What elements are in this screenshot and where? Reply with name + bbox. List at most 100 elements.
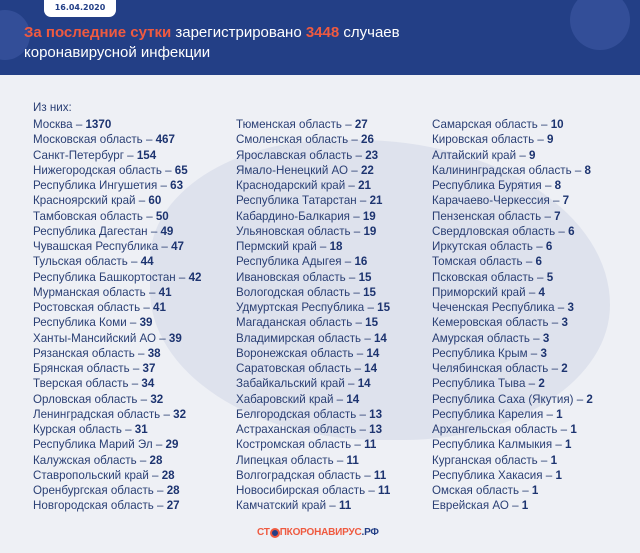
region-count: 14 [346, 392, 360, 406]
region-name: Республика Марий Эл [33, 438, 153, 452]
region-row: Приморский край – 4 [432, 285, 545, 299]
region-name: Чеченская Республика [432, 301, 555, 314]
region-row: Липецкая область – 11 [236, 453, 359, 467]
region-count: 1 [565, 438, 572, 452]
russia-map-background [150, 140, 610, 440]
region-name: Воронежская область [236, 346, 354, 360]
region-row: Ульяновская область – 19 [236, 224, 377, 238]
region-column-3: Самарская область – 10 Кировская область … [432, 117, 593, 514]
region-row: Ленинградская область – 32 [33, 407, 187, 421]
region-row: Республика Калмыкия – 1 [432, 438, 572, 452]
region-row: Республика Башкортостан – 42 [33, 270, 202, 284]
region-row: Ярославская область – 23 [236, 148, 379, 162]
region-name: Мурманская область [33, 285, 146, 299]
region-name: Забайкальский край [236, 377, 345, 391]
region-count: 21 [358, 179, 371, 192]
region-count: 42 [188, 270, 202, 284]
region-row: Новгородская область – 27 [33, 499, 180, 513]
region-row: Пензенская область – 7 [432, 209, 561, 223]
region-name: Смоленская область [236, 133, 349, 147]
region-row: Белгородская область – 13 [236, 407, 383, 421]
region-count: 32 [173, 407, 187, 421]
region-name: Ставропольский край [33, 468, 149, 482]
region-row: Калининградская область – 8 [432, 163, 591, 177]
region-name: Волгоградская область [236, 468, 362, 482]
region-count: 3 [561, 316, 568, 330]
region-row: Республика Ингушетия – 63 [33, 179, 184, 192]
region-count: 154 [136, 148, 157, 162]
region-row: Красноярский край – 60 [33, 194, 162, 208]
virus-decoration [570, 0, 630, 50]
region-count: 41 [153, 301, 166, 314]
region-row: Ханты-Мансийский АО – 39 [33, 331, 182, 345]
region-name: Камчатский край [236, 499, 327, 513]
region-count: 14 [366, 346, 380, 360]
region-count: 1 [570, 423, 577, 436]
region-row: Омская область – 1 [432, 484, 539, 497]
region-count: 19 [363, 224, 377, 238]
region-row: Кабардино-Балкария – 19 [236, 209, 376, 223]
region-name: Оренбургская область [33, 484, 154, 497]
region-row: Архангельская область – 1 [432, 423, 577, 436]
region-count: 14 [364, 362, 378, 375]
region-count: 1 [550, 453, 558, 467]
region-name: Липецкая область [236, 453, 334, 467]
region-count: 28 [161, 468, 175, 482]
region-column-1: Москва – 1370 Московская область – 467 Сан… [33, 117, 201, 514]
region-row: Тверская область – 34 [33, 377, 155, 391]
region-count: 14 [357, 377, 371, 391]
region-count: 28 [166, 484, 180, 497]
region-name: Республика Адыгея [236, 255, 342, 269]
region-name: Ростовская область [33, 301, 141, 314]
region-name: Республика Бурятия [432, 179, 542, 192]
region-name: Алтайский край [432, 148, 517, 162]
region-row: Ивановская область – 15 [236, 270, 372, 284]
intro-label: Из них: [33, 101, 72, 114]
region-name: Магаданская область [236, 316, 353, 330]
region-row: Владимирская область – 14 [236, 331, 387, 345]
region-row: Тюменская область – 27 [236, 118, 368, 131]
total-cases: 3448 [305, 24, 340, 41]
header-banner: 16.04.2020 10:45 За последние сутки заре… [0, 0, 640, 75]
region-name: Ярославская область [236, 148, 353, 162]
region-row: Удмуртская Республика – 15 [236, 301, 391, 314]
region-column-2: Тюменская область – 27 Смоленская область… [236, 117, 390, 514]
region-name: Республика Татарстан [236, 194, 357, 208]
region-name: Костромская область [236, 438, 352, 452]
region-count: 11 [378, 484, 391, 497]
region-row: Воронежская область – 14 [236, 346, 380, 360]
region-row: Карачаево-Черкессия – 7 [432, 194, 570, 208]
region-row: Рязанская область – 38 [33, 346, 161, 360]
region-row: Иркутская область – 6 [432, 240, 553, 253]
region-name: Республика Карелия [432, 407, 544, 421]
region-count: 18 [329, 240, 343, 253]
region-row: Курганская область – 1 [432, 453, 558, 467]
region-name: Рязанская область [33, 346, 135, 360]
region-count: 2 [538, 377, 545, 391]
region-row: Вологодская область – 15 [236, 285, 376, 299]
region-name: Республика Башкортостан [33, 270, 176, 284]
region-count: 21 [369, 194, 383, 208]
region-count: 467 [155, 133, 175, 147]
region-count: 3 [542, 331, 550, 345]
region-row: Республика Крым – 3 [432, 346, 547, 360]
region-count: 13 [369, 423, 383, 436]
region-name: Томская область [432, 255, 523, 269]
region-count: 4 [538, 285, 545, 299]
region-row: Республика Бурятия – 8 [432, 179, 562, 192]
region-name: Ханты-Мансийский АО [33, 331, 157, 345]
region-row: Пермский край – 18 [236, 240, 343, 253]
region-row: Хабаровский край – 14 [236, 392, 360, 406]
region-name: Владимирская область [236, 331, 362, 345]
region-count: 1 [521, 499, 529, 513]
region-name: Архангельская область [432, 423, 558, 436]
region-row: Амурская область – 3 [432, 331, 550, 345]
region-name: Приморский край [432, 285, 526, 299]
region-count: 6 [535, 255, 542, 269]
region-count: 31 [134, 423, 148, 436]
region-name: Вологодская область [236, 285, 351, 299]
region-name: Ивановская область [236, 270, 346, 284]
page-title: За последние сутки зарегистрировано 3448… [24, 24, 400, 61]
region-count: 60 [148, 194, 162, 208]
region-row: Камчатский край – 11 [236, 499, 352, 513]
